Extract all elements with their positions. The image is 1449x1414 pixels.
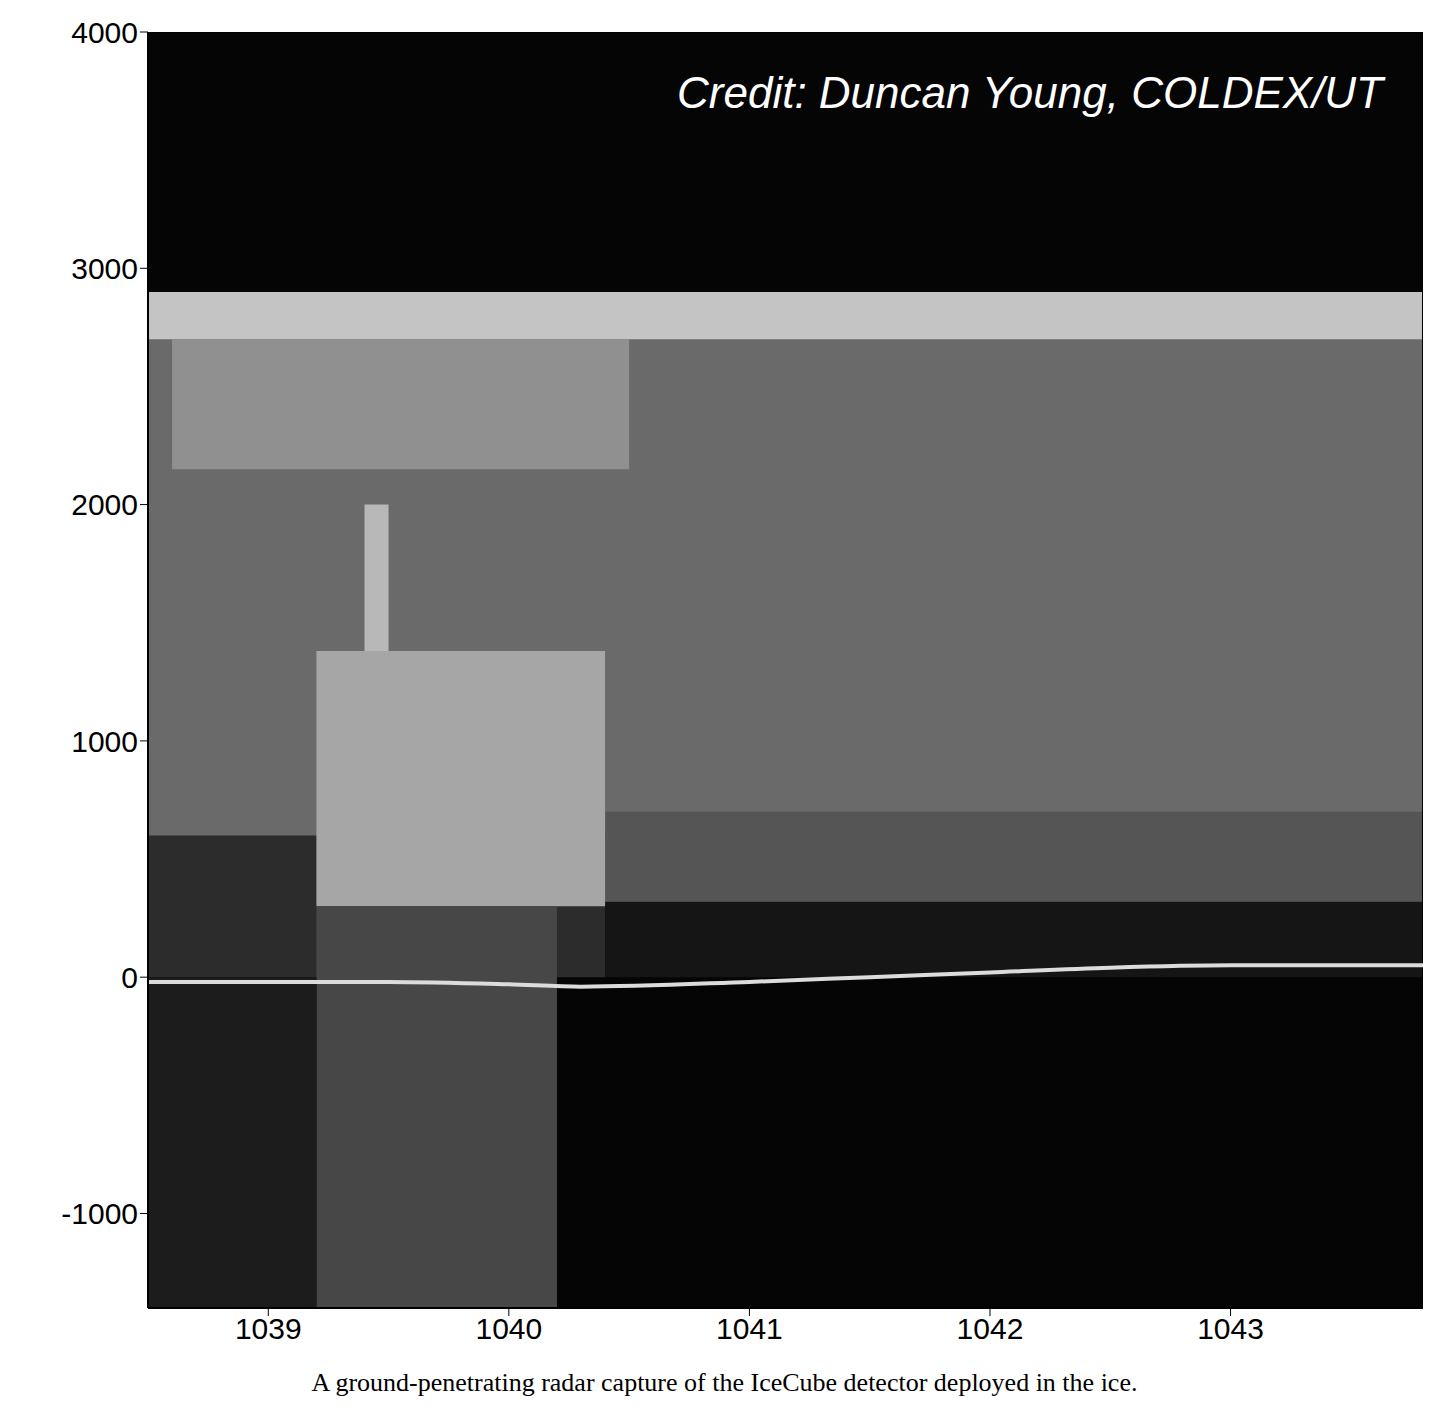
html-text:Credit: Duncan Young, COLDEX/U: Credit: Duncan Young, COLDEX/UT <box>677 68 1383 117</box>
svg-text:2000: 2000 <box>71 488 138 521</box>
svg-text:1039: 1039 <box>235 1312 302 1345</box>
svg-text:1041: 1041 <box>716 1312 783 1345</box>
svg-text:1043: 1043 <box>1197 1312 1264 1345</box>
svg-text:1040: 1040 <box>475 1312 542 1345</box>
svg-text:1000: 1000 <box>71 725 138 758</box>
html-text:A ground-penetrating radar cap: A ground-penetrating radar capture of th… <box>311 1368 1138 1397</box>
svg-text:3000: 3000 <box>71 252 138 285</box>
svg-text:-1000: -1000 <box>61 1197 138 1230</box>
svg-text:0: 0 <box>121 961 138 994</box>
svg-text:1042: 1042 <box>957 1312 1024 1345</box>
svg-text:4000: 4000 <box>71 16 138 49</box>
